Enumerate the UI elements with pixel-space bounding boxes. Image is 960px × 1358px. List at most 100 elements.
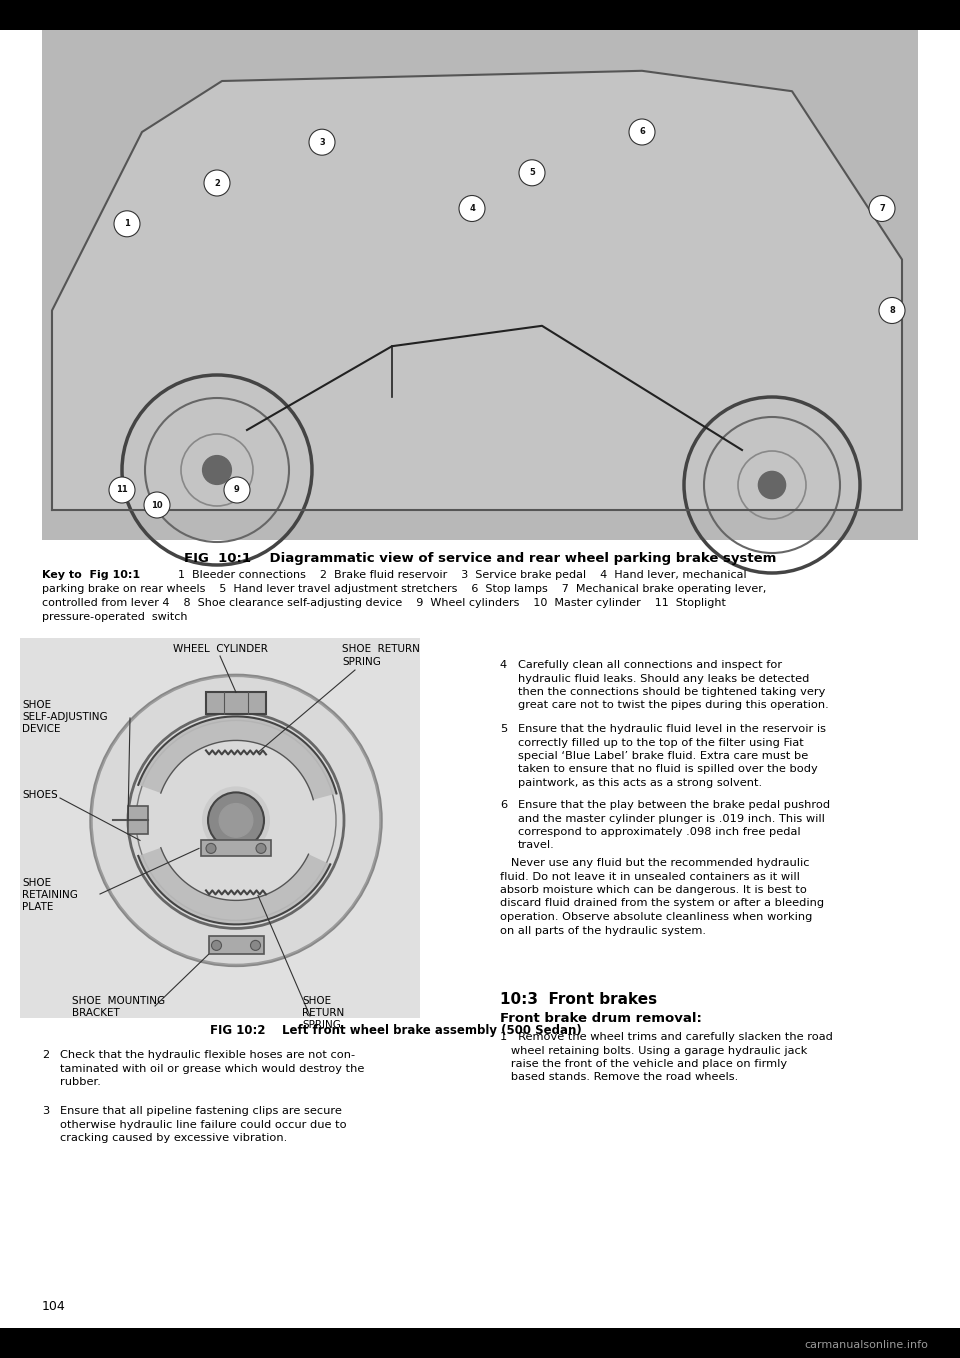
Text: great care not to twist the pipes during this operation.: great care not to twist the pipes during… (518, 701, 828, 710)
Text: 1: 1 (124, 219, 130, 228)
Text: carmanualsonline.info: carmanualsonline.info (804, 1340, 928, 1350)
Circle shape (879, 297, 905, 323)
Text: wheel retaining bolts. Using a garage hydraulic jack: wheel retaining bolts. Using a garage hy… (500, 1046, 807, 1055)
Bar (128, 807, 148, 834)
Text: taken to ensure that no fluid is spilled over the body: taken to ensure that no fluid is spilled… (518, 765, 818, 774)
Text: BRACKET: BRACKET (72, 1008, 120, 1018)
Text: SHOE  RETURN: SHOE RETURN (342, 644, 420, 655)
Text: 3: 3 (319, 137, 324, 147)
Text: 2: 2 (42, 1050, 49, 1061)
Text: 7: 7 (879, 204, 885, 213)
Text: correspond to approximately .098 inch free pedal: correspond to approximately .098 inch fr… (518, 827, 801, 837)
Text: fluid. Do not leave it in unsealed containers as it will: fluid. Do not leave it in unsealed conta… (500, 872, 800, 881)
Text: Ensure that the play between the brake pedal pushrod: Ensure that the play between the brake p… (518, 800, 830, 809)
Circle shape (203, 455, 231, 485)
Text: 4: 4 (500, 660, 507, 669)
Circle shape (219, 804, 252, 837)
Bar (206, 693, 266, 714)
Text: then the connections should be tightened taking very: then the connections should be tightened… (518, 687, 826, 697)
Text: 2: 2 (214, 178, 220, 187)
Circle shape (224, 477, 250, 502)
Circle shape (204, 170, 230, 196)
Circle shape (144, 492, 170, 517)
Text: and the master cylinder plunger is .019 inch. This will: and the master cylinder plunger is .019 … (518, 813, 825, 823)
Text: parking brake on rear wheels    5  Hand lever travel adjustment stretchers    6 : parking brake on rear wheels 5 Hand leve… (42, 584, 766, 593)
Text: SHOE: SHOE (302, 995, 331, 1006)
Text: PLATE: PLATE (22, 902, 54, 913)
Text: Ensure that all pipeline fastening clips are secure: Ensure that all pipeline fastening clips… (60, 1105, 342, 1116)
Circle shape (206, 843, 216, 853)
Bar (201, 841, 271, 857)
Text: 3: 3 (42, 1105, 49, 1116)
Text: controlled from lever 4    8  Shoe clearance self-adjusting device    9  Wheel c: controlled from lever 4 8 Shoe clearance… (42, 598, 726, 608)
Text: raise the front of the vehicle and place on firmly: raise the front of the vehicle and place… (500, 1059, 787, 1069)
Text: taminated with oil or grease which would destroy the: taminated with oil or grease which would… (60, 1063, 365, 1074)
Text: 5: 5 (500, 724, 507, 735)
Text: 1   Remove the wheel trims and carefully slacken the road: 1 Remove the wheel trims and carefully s… (500, 1032, 833, 1042)
Circle shape (256, 843, 266, 853)
Bar (20, 638, 420, 1018)
Text: Never use any fluid but the recommended hydraulic: Never use any fluid but the recommended … (500, 858, 809, 868)
Circle shape (91, 675, 381, 966)
Text: Check that the hydraulic flexible hoses are not con-: Check that the hydraulic flexible hoses … (60, 1050, 355, 1061)
Bar (0, 0, 960, 30)
Text: 11: 11 (116, 486, 128, 494)
Text: 6: 6 (500, 800, 507, 809)
Text: cracking caused by excessive vibration.: cracking caused by excessive vibration. (60, 1133, 287, 1143)
Text: SPRING: SPRING (342, 657, 381, 667)
Text: correctly filled up to the top of the filter using Fiat: correctly filled up to the top of the fi… (518, 737, 804, 747)
Bar (42, 30, 918, 540)
Text: 9: 9 (234, 486, 240, 494)
Text: pressure-operated  switch: pressure-operated switch (42, 612, 187, 622)
Text: SHOE: SHOE (22, 879, 51, 888)
Text: rubber.: rubber. (60, 1077, 101, 1086)
Text: otherwise hydraulic line failure could occur due to: otherwise hydraulic line failure could o… (60, 1119, 347, 1130)
Polygon shape (138, 717, 336, 800)
Text: SHOES: SHOES (22, 790, 58, 800)
Circle shape (519, 160, 545, 186)
Text: Ensure that the hydraulic fluid level in the reservoir is: Ensure that the hydraulic fluid level in… (518, 724, 826, 735)
Text: SELF-ADJUSTING: SELF-ADJUSTING (22, 712, 108, 722)
Circle shape (758, 471, 785, 498)
Text: on all parts of the hydraulic system.: on all parts of the hydraulic system. (500, 926, 706, 936)
Text: Carefully clean all connections and inspect for: Carefully clean all connections and insp… (518, 660, 782, 669)
Bar (208, 937, 263, 955)
Text: Front brake drum removal:: Front brake drum removal: (500, 1012, 702, 1025)
Text: SPRING: SPRING (302, 1020, 341, 1029)
Text: travel.: travel. (518, 841, 555, 850)
Circle shape (109, 477, 135, 502)
Text: 104: 104 (42, 1300, 65, 1313)
Text: paintwork, as this acts as a strong solvent.: paintwork, as this acts as a strong solv… (518, 778, 762, 788)
Text: absorb moisture which can be dangerous. It is best to: absorb moisture which can be dangerous. … (500, 885, 806, 895)
Text: 5: 5 (529, 168, 535, 178)
Text: 10:3  Front brakes: 10:3 Front brakes (500, 991, 658, 1008)
Polygon shape (52, 71, 902, 511)
Text: FIG  10:1    Diagrammatic view of service and rear wheel parking brake system: FIG 10:1 Diagrammatic view of service an… (183, 551, 777, 565)
Polygon shape (138, 847, 330, 925)
Circle shape (869, 196, 895, 221)
Circle shape (114, 210, 140, 236)
Text: based stands. Remove the road wheels.: based stands. Remove the road wheels. (500, 1073, 738, 1082)
Text: FIG 10:2    Left front wheel brake assembly (500 Sedan): FIG 10:2 Left front wheel brake assembly… (210, 1024, 582, 1038)
Text: 8: 8 (889, 306, 895, 315)
Circle shape (208, 793, 264, 849)
Text: discard fluid drained from the system or after a bleeding: discard fluid drained from the system or… (500, 899, 824, 909)
Text: Key to  Fig 10:1: Key to Fig 10:1 (42, 570, 140, 580)
Circle shape (211, 940, 222, 951)
Text: RETURN: RETURN (302, 1008, 345, 1018)
Text: hydraulic fluid leaks. Should any leaks be detected: hydraulic fluid leaks. Should any leaks … (518, 674, 809, 683)
Bar (0, 1328, 960, 1358)
Text: DEVICE: DEVICE (22, 724, 60, 735)
Circle shape (309, 129, 335, 155)
Text: 10: 10 (151, 501, 163, 509)
Text: special ‘Blue Label’ brake fluid. Extra care must be: special ‘Blue Label’ brake fluid. Extra … (518, 751, 808, 760)
Circle shape (629, 120, 655, 145)
Text: 6: 6 (639, 128, 645, 137)
Circle shape (202, 786, 270, 854)
Circle shape (251, 940, 260, 951)
Text: 1  Bleeder connections    2  Brake fluid reservoir    3  Service brake pedal    : 1 Bleeder connections 2 Brake fluid rese… (164, 570, 747, 580)
Text: WHEEL  CYLINDER: WHEEL CYLINDER (173, 644, 268, 655)
Text: operation. Observe absolute cleanliness when working: operation. Observe absolute cleanliness … (500, 913, 812, 922)
Text: SHOE  MOUNTING: SHOE MOUNTING (72, 995, 165, 1006)
Text: RETAINING: RETAINING (22, 889, 78, 900)
